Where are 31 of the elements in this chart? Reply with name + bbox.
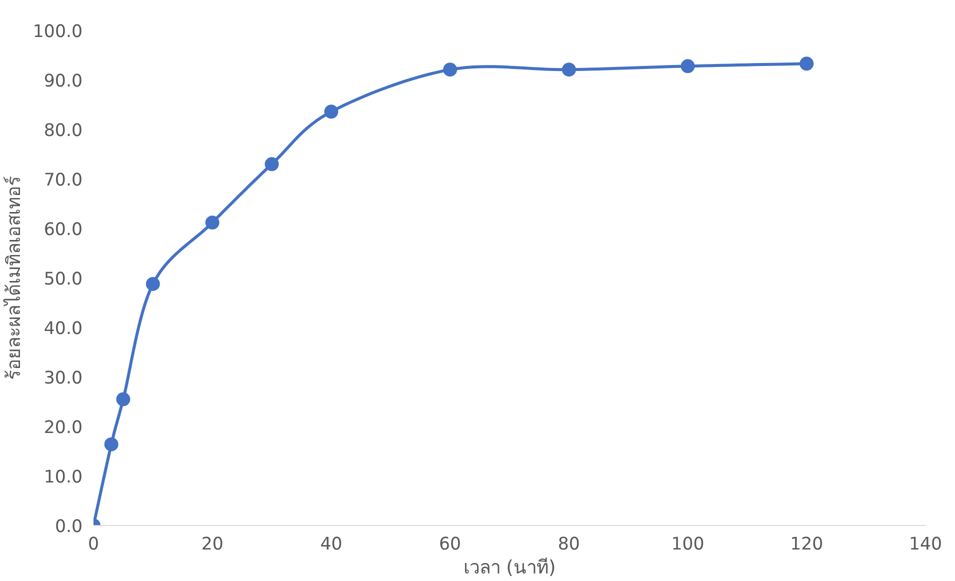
x-axis-title: เวลา (นาที) — [463, 558, 556, 578]
point — [116, 392, 130, 406]
x-tick-label: 60 — [439, 534, 462, 554]
y-axis-title: ร้อยละผลได้เมทิลเอสเทอร์ — [2, 176, 25, 380]
x-tick-label: 0 — [88, 534, 100, 554]
point — [443, 62, 458, 77]
x-tick-label: 80 — [558, 534, 580, 554]
y-tick-label: 40.0 — [44, 319, 83, 339]
x-tick-label: 120 — [790, 534, 824, 554]
point — [264, 157, 279, 172]
point — [562, 62, 576, 77]
y-tick-label: 20.0 — [44, 418, 83, 438]
x-tick-label: 20 — [201, 534, 224, 554]
point — [324, 104, 338, 119]
y-tick-label: 80.0 — [44, 121, 83, 141]
point — [146, 276, 160, 291]
point — [800, 56, 814, 71]
y-tick-label: 30.0 — [44, 368, 83, 388]
y-tick-label: 0.0 — [54, 517, 83, 537]
point — [104, 437, 118, 452]
y-tick-label: 100.0 — [32, 22, 83, 42]
y-tick-label: 60.0 — [44, 220, 83, 240]
point — [680, 59, 695, 74]
x-tick-label: 100 — [671, 534, 704, 554]
point — [205, 216, 220, 230]
y-tick-label: 10.0 — [44, 468, 83, 488]
y-tick-label: 70.0 — [44, 170, 83, 190]
x-tick-label: 40 — [320, 534, 342, 554]
y-tick-label: 90.0 — [44, 72, 83, 92]
y-tick-label: 50.0 — [44, 270, 83, 290]
x-tick-label: 140 — [908, 534, 942, 554]
